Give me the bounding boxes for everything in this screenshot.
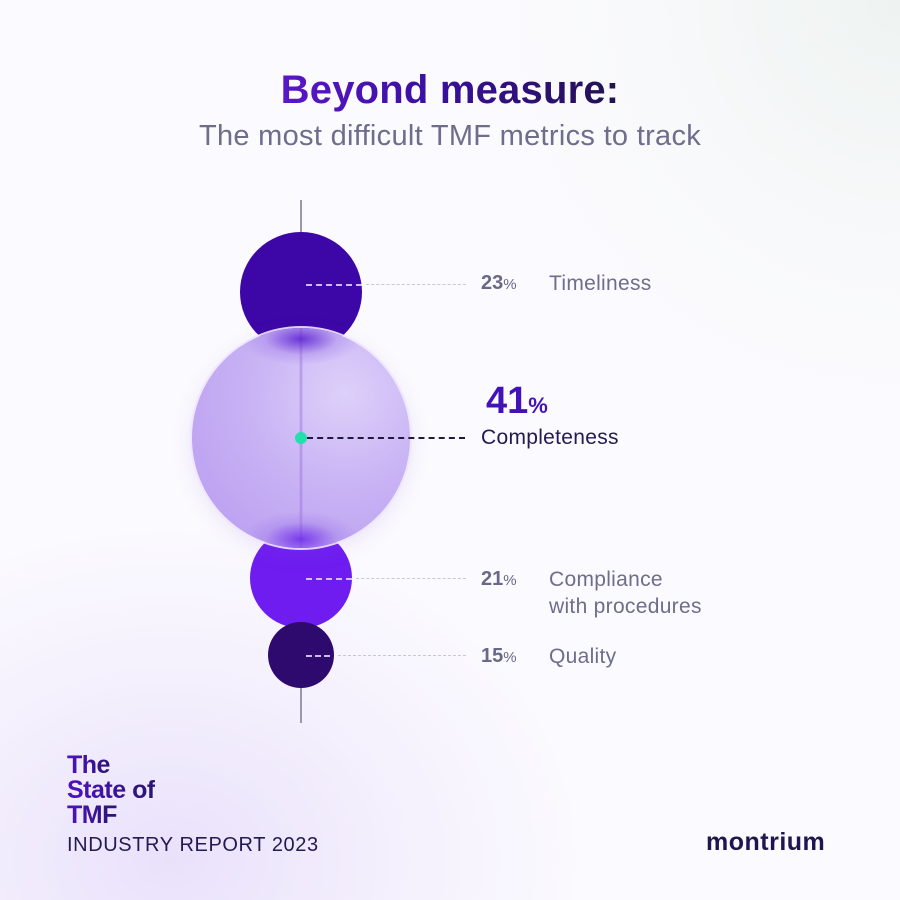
leader-line-timeliness-inner: [306, 284, 362, 286]
leader-line-compliance-inner: [306, 578, 352, 580]
label-quality: Quality: [549, 645, 617, 668]
montrium-logo: montrium: [706, 828, 826, 856]
leader-line-completeness: [307, 437, 465, 439]
value-timeliness: 23%: [481, 272, 517, 294]
value-completeness: 41%: [486, 380, 548, 422]
label-compliance-line2: with procedures: [549, 595, 702, 618]
report-subtitle: INDUSTRY REPORT 2023: [67, 834, 319, 856]
brand-line-1: The: [67, 751, 110, 779]
chart-title: Beyond measure:: [280, 68, 620, 112]
brand-line-2: State of: [67, 776, 155, 804]
highlight-dot-icon: [295, 432, 307, 444]
leader-line-quality: [338, 655, 466, 656]
label-compliance: Compliance with procedures: [549, 566, 702, 620]
leader-line-timeliness: [366, 284, 466, 285]
leader-line-compliance: [356, 578, 466, 579]
label-compliance-line1: Compliance: [549, 568, 663, 591]
value-quality: 15%: [481, 645, 517, 667]
brand-line-3: TMF: [67, 801, 117, 829]
report-brand: The State of TMF INDUSTRY REPORT 2023: [67, 753, 319, 857]
label-completeness: Completeness: [481, 426, 619, 449]
leader-line-quality-inner: [306, 655, 330, 657]
label-timeliness: Timeliness: [549, 272, 652, 295]
chart-subtitle: The most difficult TMF metrics to track: [198, 120, 702, 152]
value-compliance: 21%: [481, 568, 517, 590]
